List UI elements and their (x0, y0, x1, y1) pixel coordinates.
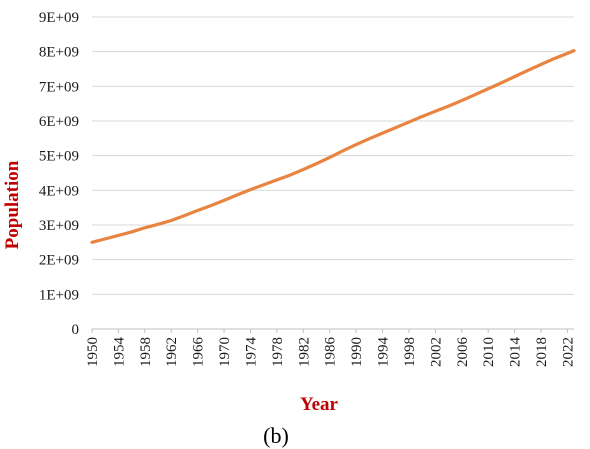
x-tick-label: 1982 (296, 337, 312, 367)
x-tick-label: 1970 (217, 337, 233, 367)
x-tick-label: 1962 (164, 337, 180, 367)
series-line-population (90, 49, 576, 244)
x-tick-label: 1994 (376, 337, 392, 368)
y-tick-label: 4E+09 (39, 183, 79, 199)
x-tick-label: 1954 (111, 337, 127, 368)
x-tick-label: 2014 (508, 337, 524, 368)
x-axis-title: Year (300, 394, 339, 415)
y-tick-label: 9E+09 (39, 10, 79, 26)
x-tick-label: 1978 (270, 337, 286, 367)
axes (91, 328, 574, 333)
y-tick-label: 3E+09 (39, 218, 79, 234)
y-tick-label: 7E+09 (39, 79, 79, 95)
x-tick-label: 2006 (455, 337, 471, 368)
x-tick-label: 1974 (243, 337, 259, 368)
y-tick-label: 2E+09 (39, 253, 79, 269)
x-tick-label: 1950 (85, 337, 101, 367)
y-axis-title: Population (2, 160, 23, 249)
series-layer (90, 49, 576, 244)
y-tick-label: 8E+09 (39, 45, 79, 61)
x-tick-label: 2018 (534, 337, 550, 367)
y-tick-label: 5E+09 (39, 149, 79, 165)
y-tick-label: 0 (72, 322, 80, 338)
x-tick-label: 1990 (349, 337, 365, 367)
x-tick-label: 2022 (560, 337, 576, 367)
y-tick-label: 1E+09 (39, 287, 79, 303)
y-tick-label: 6E+09 (39, 114, 79, 130)
x-tick-label: 2010 (481, 337, 497, 367)
y-tick-labels: 0 1E+09 2E+09 3E+09 4E+09 5E+09 6E+09 7E+09 8E+0… (39, 10, 79, 338)
x-tick-label: 1998 (402, 337, 418, 367)
figure-caption: (b) (263, 423, 289, 448)
x-tick-label: 2002 (428, 337, 444, 367)
x-tick-labels: 1950 1954 1958 1962 1966 1970 1974 1978 1982 1986… (85, 337, 576, 368)
x-tick-label: 1958 (138, 337, 154, 367)
x-tick-label: 1986 (323, 337, 339, 368)
x-tick-label: 1966 (191, 337, 207, 368)
